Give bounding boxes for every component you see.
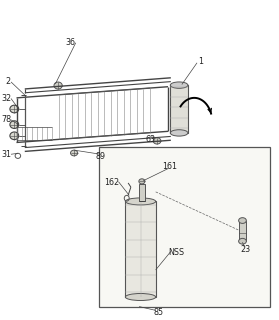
Ellipse shape <box>125 198 156 205</box>
Text: 23: 23 <box>240 245 250 254</box>
Bar <box>99 147 270 307</box>
Bar <box>239 220 246 241</box>
Text: NSS: NSS <box>168 248 184 257</box>
Ellipse shape <box>239 238 246 244</box>
Text: 2: 2 <box>5 77 10 86</box>
Ellipse shape <box>139 179 145 184</box>
Text: 162: 162 <box>104 178 119 187</box>
Ellipse shape <box>71 150 78 156</box>
Text: 63: 63 <box>145 135 155 144</box>
Ellipse shape <box>170 82 188 88</box>
Text: 85: 85 <box>153 308 163 317</box>
Text: 32: 32 <box>1 94 12 103</box>
Ellipse shape <box>10 105 19 113</box>
Bar <box>139 184 145 201</box>
Text: 161: 161 <box>162 162 177 171</box>
Text: 89: 89 <box>95 152 106 161</box>
Ellipse shape <box>10 132 19 140</box>
Ellipse shape <box>239 218 246 223</box>
Bar <box>125 201 156 297</box>
Text: 31: 31 <box>2 150 12 159</box>
Ellipse shape <box>153 138 161 144</box>
Bar <box>170 85 188 133</box>
Ellipse shape <box>54 82 62 89</box>
Text: 1: 1 <box>199 57 204 66</box>
Text: 36: 36 <box>65 38 75 47</box>
Text: 78: 78 <box>1 115 12 124</box>
Ellipse shape <box>170 130 188 136</box>
Ellipse shape <box>125 293 156 300</box>
Ellipse shape <box>10 121 19 128</box>
